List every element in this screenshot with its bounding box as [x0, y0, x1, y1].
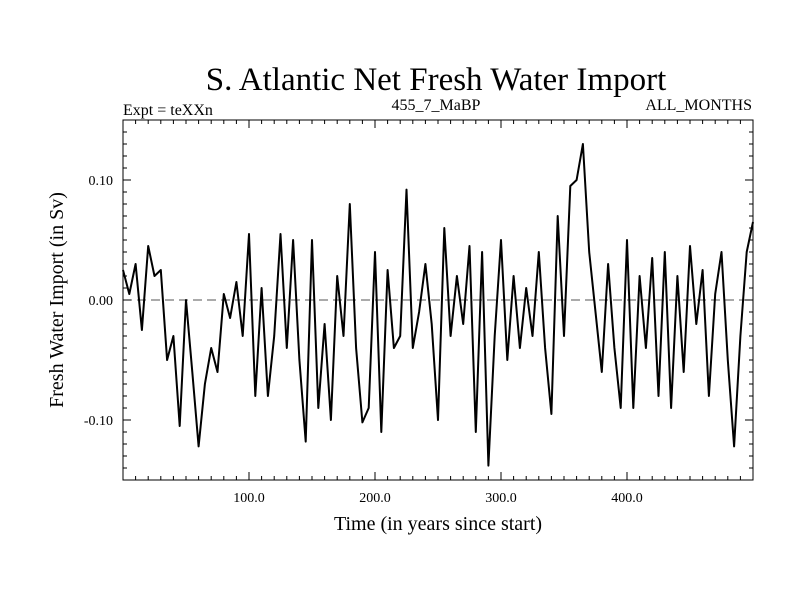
x-axis-label: Time (in years since start): [334, 513, 542, 535]
x-tick-label: 400.0: [611, 491, 643, 506]
x-tick-label: 200.0: [359, 491, 391, 506]
x-axis-ticks: 100.0 200.0 300.0 400.0: [135, 120, 741, 506]
chart-title: S. Atlantic Net Fresh Water Import: [206, 62, 667, 98]
y-tick-label: 0.00: [89, 294, 114, 309]
x-tick-label: 300.0: [485, 491, 517, 506]
y-axis-ticks: -0.10 0.00 0.10: [84, 131, 753, 469]
expt-label: Expt = teXXn: [123, 102, 213, 119]
months-label: ALL_MONTHS: [645, 97, 752, 114]
y-tick-label: -0.10: [84, 414, 113, 429]
period-label: 455_7_MaBP: [392, 97, 481, 114]
plot-area: 100.0 200.0 300.0 400.0 -0.10 0.00 0.10: [84, 119, 754, 506]
y-axis-label: Fresh Water Import (in Sv): [46, 192, 68, 408]
y-tick-label: 0.10: [89, 174, 114, 189]
fresh-water-series-line: [122, 143, 754, 467]
x-tick-label: 100.0: [233, 491, 265, 506]
